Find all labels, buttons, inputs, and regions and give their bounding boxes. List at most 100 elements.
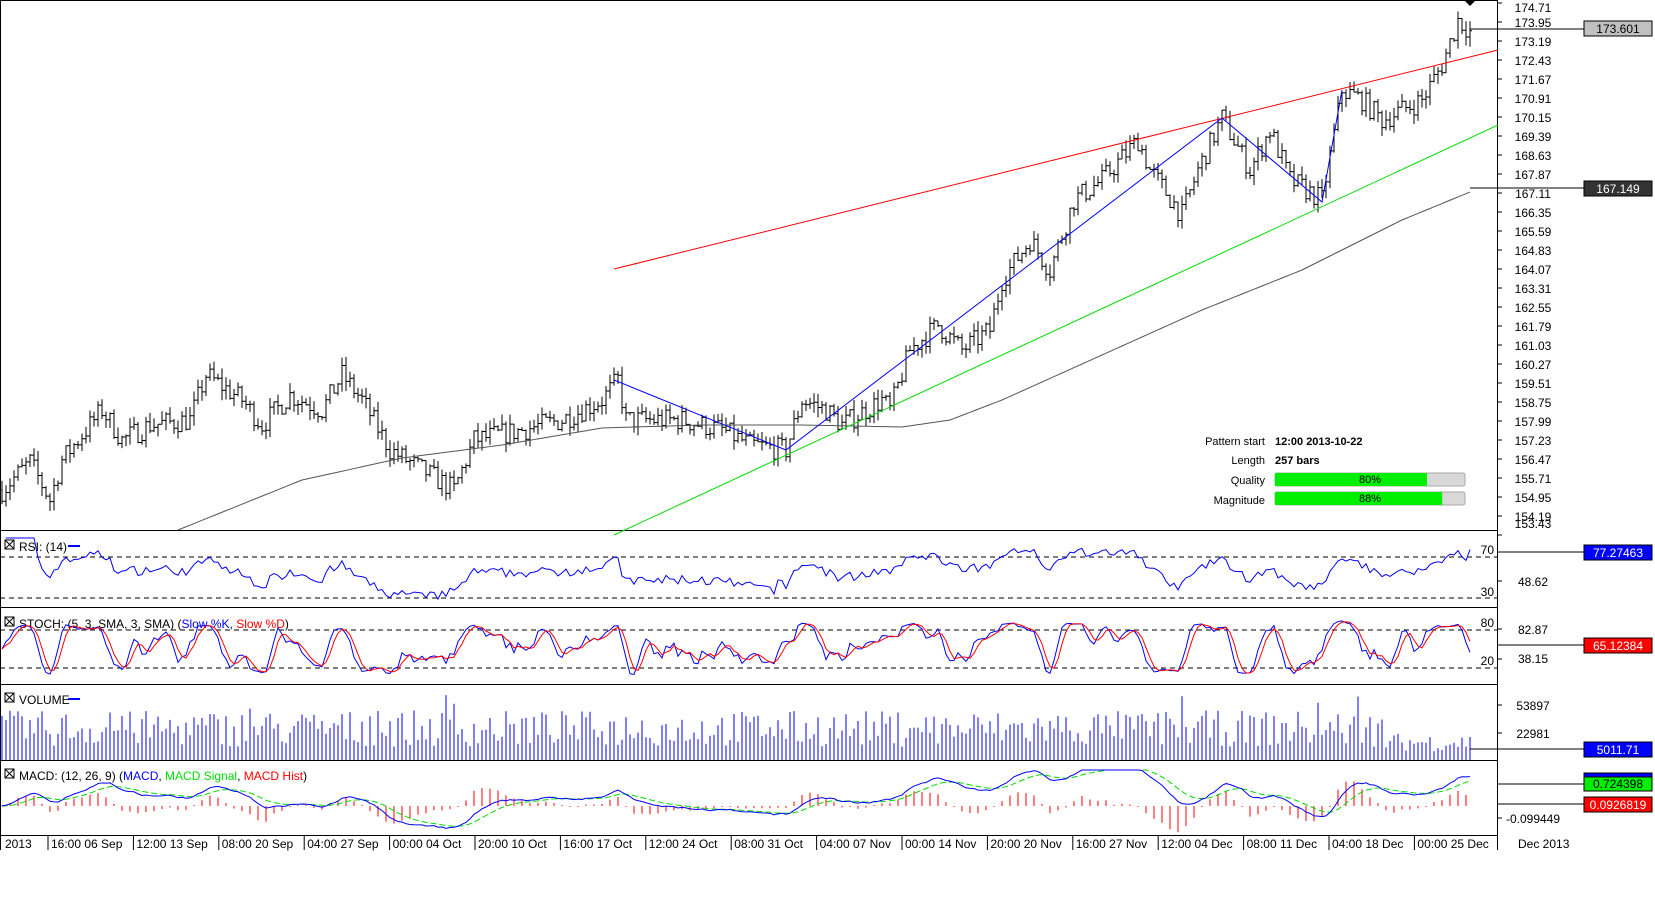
ohlc-bar <box>40 472 44 497</box>
ohlc-bar <box>1004 275 1008 298</box>
ohlc-bar <box>1064 232 1068 246</box>
ohlc-bar <box>108 412 112 429</box>
ohlc-bar <box>100 399 104 420</box>
ohlc-bar <box>236 382 240 397</box>
ohlc-bar <box>356 387 360 403</box>
ohlc-bar <box>104 411 108 428</box>
ohlc-bar <box>1260 144 1264 162</box>
ohlc-bar <box>0 480 4 505</box>
time-tick-label: 16:00 06 Sep <box>51 837 123 851</box>
ohlc-bar <box>144 416 148 448</box>
price-tick-label: 171.67 <box>1515 73 1552 87</box>
ohlc-bar <box>856 414 860 437</box>
ohlc-bar <box>1388 111 1392 131</box>
ohlc-bar <box>812 393 816 413</box>
price-tick-label: 162.55 <box>1515 301 1552 315</box>
ohlc-bar <box>900 372 904 386</box>
ohlc-bar <box>1400 93 1404 108</box>
ohlc-bar <box>332 384 336 394</box>
length-value: 257 bars <box>1275 455 1320 467</box>
ohlc-bar <box>304 398 308 406</box>
ohlc-bar <box>1028 244 1032 256</box>
ohlc-bar <box>12 470 16 493</box>
ohlc-bar <box>184 406 188 431</box>
ohlc-bar <box>644 407 648 423</box>
ohlc-bar <box>1052 255 1056 282</box>
time-tick-label: 12:00 04 Dec <box>1161 837 1232 851</box>
ohlc-bar <box>1212 132 1216 147</box>
ohlc-bar <box>372 407 376 417</box>
ohlc-bar <box>656 407 660 426</box>
ohlc-bar <box>1148 166 1152 170</box>
ohlc-bar <box>588 397 592 421</box>
ohlc-bar <box>1344 89 1348 108</box>
ohlc-bar <box>160 411 164 425</box>
ohlc-bar <box>348 371 352 388</box>
ohlc-bar <box>84 426 88 444</box>
ohlc-bar <box>1208 131 1212 165</box>
ohlc-bar <box>1196 161 1200 187</box>
rsi-panel: RSI: (14) 70 30 48.62 77.27463 <box>0 537 1653 601</box>
ohlc-bar <box>204 374 208 396</box>
ohlc-bar <box>712 414 716 439</box>
ohlc-bar <box>872 392 876 424</box>
ohlc-bar <box>1220 109 1224 132</box>
ohlc-bar <box>964 343 968 359</box>
ohlc-bar <box>808 397 812 409</box>
ohlc-bar <box>840 414 844 430</box>
ohlc-bar <box>1204 155 1208 171</box>
ohlc-bar <box>1280 143 1284 164</box>
ohlc-bar <box>324 394 328 423</box>
ohlc-bar <box>300 395 304 413</box>
ohlc-bar <box>980 325 984 351</box>
ohlc-bar <box>784 437 788 462</box>
ohlc-bar <box>444 472 448 501</box>
ohlc-bar <box>1044 263 1048 281</box>
ohlc-bar <box>80 433 84 452</box>
macd-title: MACD: (12, 26, 9) (MACD, MACD Signal, MA… <box>19 769 307 783</box>
ohlc-bar <box>20 458 24 468</box>
ohlc-bar <box>1372 100 1376 121</box>
magnitude-bar-fill <box>1275 492 1443 505</box>
price-tick-label: 173.19 <box>1515 35 1552 49</box>
close-panel-icon[interactable] <box>4 616 15 627</box>
price-tick-label: 170.91 <box>1515 92 1552 106</box>
ohlc-bar <box>448 471 452 500</box>
ohlc-bar <box>1380 110 1384 137</box>
ohlc-bar <box>604 386 608 415</box>
ohlc-bar <box>24 457 28 475</box>
ohlc-bar <box>128 418 132 445</box>
ohlc-bar <box>36 450 40 485</box>
rsi-level-30: 30 <box>1481 585 1495 599</box>
ohlc-bar <box>1088 194 1092 201</box>
ohlc-bar <box>1140 144 1144 155</box>
stoch-last-value: 65.12384 <box>1593 639 1643 653</box>
price-tick-label: 166.35 <box>1515 206 1552 220</box>
ohlc-bar <box>44 486 48 500</box>
price-tick-label: 167.11 <box>1515 187 1551 201</box>
ohlc-bar <box>1112 169 1116 183</box>
ohlc-bar <box>1420 89 1424 108</box>
ohlc-bar <box>436 461 440 490</box>
rsi-last-value: 77.27463 <box>1593 546 1643 560</box>
ohlc-bar <box>1144 144 1148 170</box>
close-panel-icon[interactable] <box>4 539 15 550</box>
ohlc-bar <box>424 460 428 482</box>
ohlc-bar <box>608 374 612 399</box>
ohlc-bar <box>1376 98 1380 123</box>
ohlc-bar <box>116 427 120 446</box>
ohlc-bar <box>440 469 444 497</box>
ohlc-bar <box>136 421 140 444</box>
ohlc-bar <box>652 414 656 426</box>
time-tick-label: 12:00 13 Sep <box>136 837 208 851</box>
ohlc-bar <box>1012 252 1016 276</box>
ohlc-bar <box>1284 149 1288 169</box>
ohlc-bar <box>1316 181 1320 213</box>
ohlc-bar <box>612 367 616 386</box>
ohlc-bar <box>1164 175 1168 196</box>
ohlc-bar <box>1176 201 1180 228</box>
time-tick-label: 04:00 27 Sep <box>307 837 379 851</box>
ohlc-bar <box>492 418 496 431</box>
ohlc-bar <box>536 413 540 435</box>
macd-signal-line <box>1 769 1471 827</box>
